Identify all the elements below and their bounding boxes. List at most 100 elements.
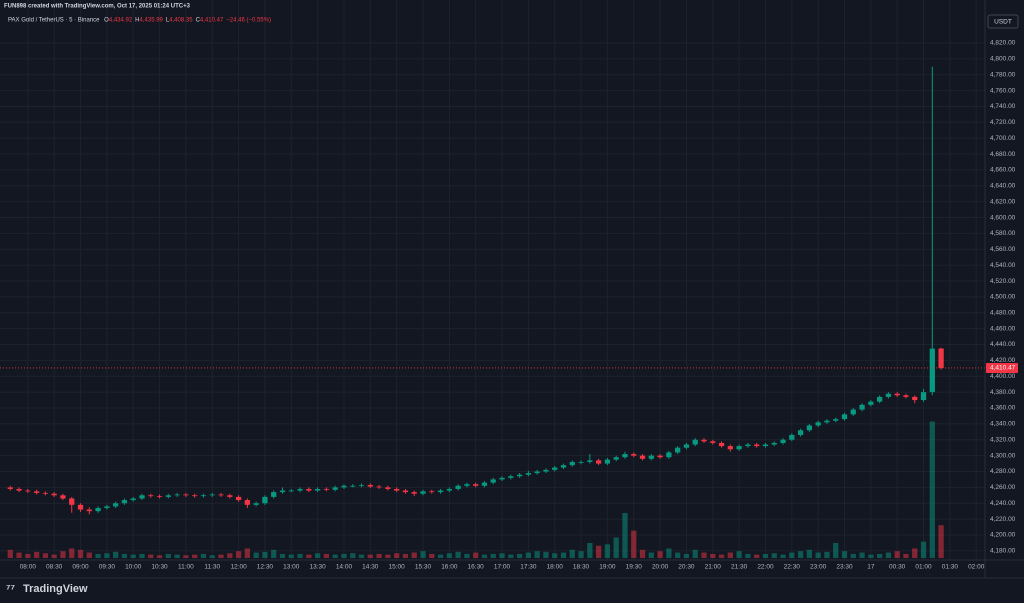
candle-body (762, 444, 769, 447)
candle-body (631, 454, 637, 456)
candle-body (297, 488, 303, 491)
candle-body (25, 490, 31, 492)
y-tick-label: 4,700.00 (990, 135, 1016, 142)
candle-body (420, 491, 426, 494)
volume-bar (639, 549, 646, 558)
x-tick-label: 10:30 (151, 564, 168, 571)
candle-body (385, 487, 391, 489)
volume-bar (271, 549, 277, 558)
volume-bar (244, 548, 250, 558)
volume-bar (815, 552, 821, 558)
candle-body (429, 491, 435, 493)
y-tick-label: 4,260.00 (990, 484, 1016, 491)
volume-bar (868, 554, 874, 558)
candle-body (516, 474, 523, 477)
candle-body (736, 446, 742, 450)
y-tick-label: 4,540.00 (990, 262, 1016, 269)
candle-body (209, 494, 215, 496)
y-tick-label: 4,820.00 (990, 40, 1016, 47)
x-tick-label: 17 (867, 564, 875, 571)
candle-body (578, 461, 584, 463)
volume-bar (613, 537, 619, 558)
candle-body (920, 392, 927, 401)
candle-body (560, 465, 567, 468)
volume-bar (622, 512, 628, 558)
volume-bar (876, 553, 883, 558)
candle-body (675, 447, 681, 453)
volume-bar (156, 555, 163, 558)
volume-bar (113, 551, 119, 558)
candle-body (455, 485, 461, 489)
y-tick-label: 4,500.00 (990, 294, 1016, 301)
y-tick-label: 4,380.00 (990, 389, 1016, 396)
candle-body (332, 487, 338, 490)
brand: TradingView (23, 583, 88, 595)
y-tick-label: 4,640.00 (990, 183, 1016, 190)
candle-body (33, 491, 40, 493)
volume-bar (516, 553, 523, 558)
volume-bar (833, 542, 839, 558)
currency-label[interactable]: USDT (994, 19, 1012, 26)
volume-bar (508, 554, 514, 558)
watermark: FUN898 created with TradingView.com, Oct… (4, 4, 191, 10)
x-tick-label: 01:00 (915, 564, 932, 571)
legend-key: O (104, 18, 109, 24)
volume-bar (297, 553, 303, 558)
grid (0, 0, 985, 560)
x-tick-label: 20:30 (678, 564, 695, 571)
currency-box[interactable] (987, 14, 1019, 29)
volume-bar (736, 551, 742, 558)
x-tick-label: 14:30 (362, 564, 379, 571)
volume-bar (235, 551, 242, 558)
volume-bar (139, 553, 145, 558)
volume-bar (806, 549, 813, 558)
volume-bar (341, 553, 347, 558)
volume-bar (780, 554, 786, 558)
candle-body (859, 404, 865, 410)
x-tick-label: 17:00 (494, 564, 511, 571)
candle-body (42, 492, 49, 494)
x-tick-label: 10:00 (125, 564, 142, 571)
legend-value: 4,408.35 (169, 18, 193, 24)
legend-key: H (135, 18, 139, 24)
volume-bar (499, 553, 505, 558)
candle-body (595, 460, 602, 464)
volume-pane (7, 421, 944, 558)
candle-body (367, 484, 373, 487)
candle-body (701, 439, 707, 442)
volume-bar (595, 545, 602, 558)
x-tick-label: 11:00 (178, 564, 194, 571)
y-tick-label: 4,680.00 (990, 151, 1016, 158)
volume-bar (903, 553, 909, 558)
volume-bar (525, 552, 532, 558)
x-tick-label: 18:30 (573, 564, 590, 571)
y-tick-label: 4,600.00 (990, 214, 1016, 221)
x-tick-label: 22:00 (757, 564, 774, 571)
volume-bar (754, 554, 760, 558)
candle-body (235, 496, 242, 501)
x-tick-label: 21:00 (705, 564, 722, 571)
x-tick-label: 18:00 (547, 564, 564, 571)
volume-bar (912, 548, 918, 558)
volume-bar (560, 552, 567, 558)
candle-body (394, 488, 400, 491)
candle-body (183, 494, 189, 496)
volume-bar (121, 553, 128, 558)
x-tick-label: 19:30 (626, 564, 643, 571)
volume-bar (420, 551, 426, 558)
candle-body (850, 409, 856, 415)
candle-body (797, 430, 804, 435)
volume-bar (885, 552, 892, 558)
volume-bar (209, 555, 215, 558)
candle-body (639, 455, 646, 459)
axes: 4,180.00 4,200.00 4,220.00 4,240.00 4,260.00… (20, 40, 1018, 571)
volume-bar (16, 552, 22, 558)
y-tick-label: 4,460.00 (990, 325, 1016, 332)
y-tick-label: 4,760.00 (990, 87, 1016, 94)
y-tick-label: 4,220.00 (990, 516, 1016, 523)
candle-body (587, 460, 593, 462)
volume-bar (850, 553, 856, 558)
candle-body (350, 485, 356, 487)
